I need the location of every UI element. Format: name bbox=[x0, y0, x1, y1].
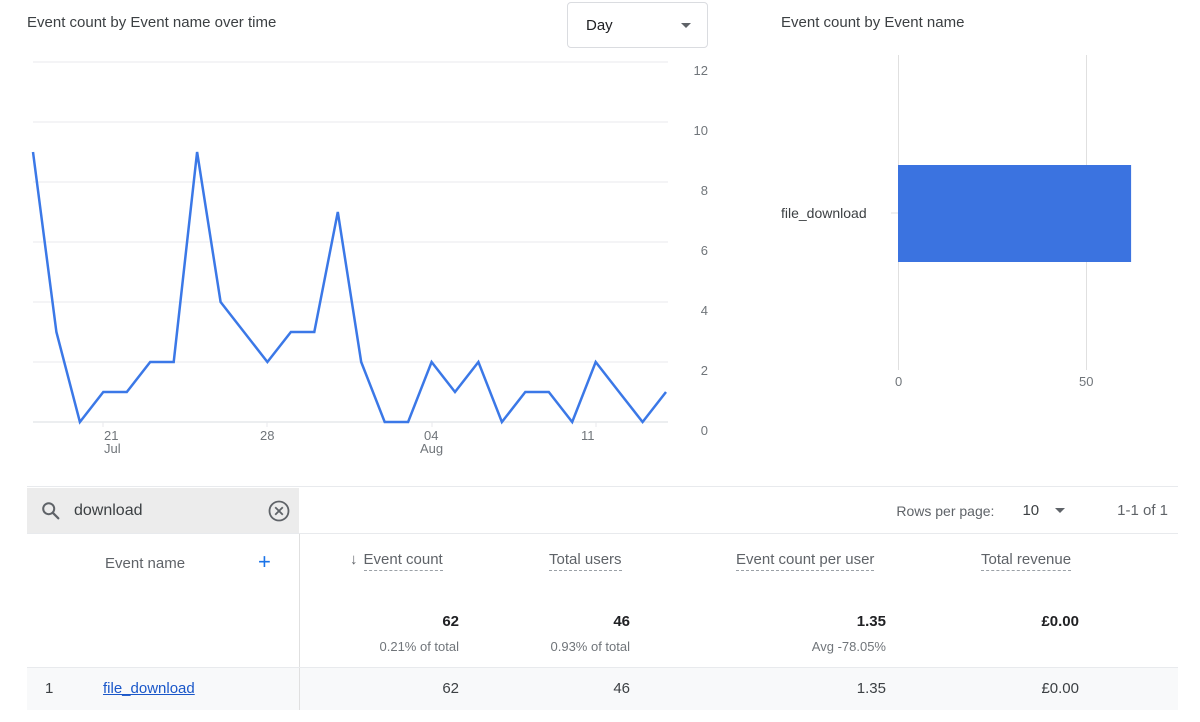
total-users: 46 bbox=[613, 613, 630, 630]
table-search[interactable] bbox=[27, 488, 299, 533]
x-tick-aug-11: 11 bbox=[581, 429, 595, 442]
total-users-share: 0.93% of total bbox=[550, 639, 631, 654]
table-top-divider bbox=[27, 486, 1178, 487]
search-input[interactable] bbox=[74, 501, 264, 520]
x-tick-jul-21: 21 Jul bbox=[104, 429, 121, 455]
x-tick-day: 11 bbox=[581, 428, 595, 443]
x-tick-day: 04 bbox=[424, 428, 439, 443]
bar-x-tick-50: 50 bbox=[1079, 374, 1094, 389]
y-tick-10: 10 bbox=[693, 123, 708, 138]
line-chart bbox=[31, 61, 668, 427]
column-header-total-users[interactable]: Total users bbox=[549, 551, 622, 571]
column-header-label: Total revenue bbox=[981, 551, 1072, 571]
dimension-column-divider-row bbox=[299, 668, 300, 710]
total-event-count-per-user-avg: Avg -78.05% bbox=[811, 639, 886, 654]
y-tick-6: 6 bbox=[700, 243, 708, 258]
column-header-label: Event count bbox=[363, 551, 443, 571]
bar-file-download bbox=[898, 165, 1132, 262]
rows-per-page-value: 10 bbox=[1022, 502, 1040, 519]
x-tick-aug-04: 04 Aug bbox=[420, 429, 443, 455]
total-revenue: £0.00 bbox=[1041, 613, 1079, 630]
sort-descending-icon: ↓ bbox=[350, 551, 358, 568]
column-header-label: Total users bbox=[549, 551, 622, 571]
column-header-label: Event count per user bbox=[736, 551, 875, 571]
column-header-event-name[interactable]: Event name bbox=[105, 555, 186, 572]
column-header-event-count-per-user[interactable]: Event count per user bbox=[736, 551, 875, 571]
x-tick-day: 21 bbox=[104, 428, 119, 443]
bar-chart-title: Event count by Event name bbox=[781, 14, 965, 31]
y-tick-8: 8 bbox=[700, 183, 708, 198]
row-index: 1 bbox=[45, 680, 54, 697]
table-row bbox=[27, 667, 1178, 710]
row-event-count-per-user: 1.35 bbox=[856, 680, 886, 697]
add-dimension-button[interactable]: + bbox=[258, 549, 271, 574]
bar-category-label: file_download bbox=[781, 205, 867, 221]
row-event-name-link[interactable]: file_download bbox=[103, 680, 195, 697]
granularity-dropdown[interactable]: Day bbox=[567, 2, 708, 48]
dropdown-caret-icon bbox=[1055, 508, 1066, 513]
series-line-file-download bbox=[31, 151, 667, 425]
gridlines bbox=[33, 61, 668, 427]
rows-per-page-label: Rows per page: bbox=[896, 502, 995, 519]
table-header-divider bbox=[27, 533, 1178, 534]
bar-x-tick-0: 0 bbox=[895, 374, 903, 389]
pagination-bar: Rows per page: 10 1-1 of 1 bbox=[896, 488, 1168, 533]
total-event-count: 62 bbox=[442, 613, 459, 630]
row-event-count: 62 bbox=[442, 680, 459, 697]
y-tick-0: 0 bbox=[700, 423, 708, 438]
clear-search-icon[interactable] bbox=[267, 499, 291, 523]
column-header-event-count[interactable]: ↓ Event count bbox=[350, 551, 443, 571]
granularity-value: Day bbox=[586, 16, 613, 34]
column-header-total-revenue[interactable]: Total revenue bbox=[981, 551, 1072, 571]
y-tick-4: 4 bbox=[700, 303, 708, 318]
x-tick-month: Jul bbox=[104, 441, 121, 456]
line-chart-title: Event count by Event name over time bbox=[27, 14, 277, 31]
x-tick-day: 28 bbox=[260, 428, 275, 443]
y-tick-2: 2 bbox=[700, 363, 708, 378]
total-event-count-per-user: 1.35 bbox=[856, 613, 886, 630]
search-icon bbox=[42, 501, 60, 519]
row-total-users: 46 bbox=[613, 680, 630, 697]
x-tick-month: Aug bbox=[420, 441, 444, 456]
rows-per-page-dropdown[interactable]: 10 bbox=[1022, 502, 1066, 519]
pagination-range: 1-1 of 1 bbox=[1117, 502, 1168, 519]
dropdown-caret-icon bbox=[681, 22, 691, 28]
y-tick-12: 12 bbox=[693, 63, 708, 78]
dimension-column-divider bbox=[299, 534, 300, 710]
bar-chart bbox=[891, 55, 1132, 370]
total-event-count-share: 0.21% of total bbox=[379, 639, 460, 654]
row-total-revenue: £0.00 bbox=[1041, 680, 1079, 697]
x-tick-jul-28: 28 bbox=[260, 429, 274, 442]
